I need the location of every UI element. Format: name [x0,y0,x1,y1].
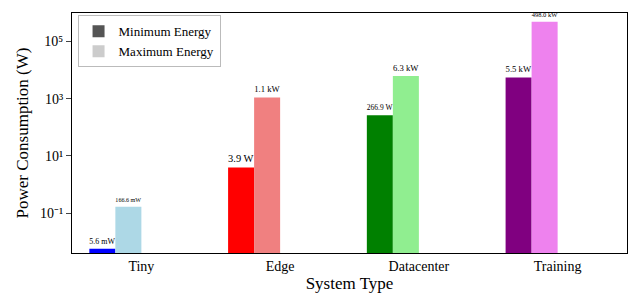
svg-text:10¹: 10¹ [45,149,63,164]
svg-text:3.9 W: 3.9 W [228,153,254,164]
svg-text:Edge: Edge [266,259,295,274]
svg-text:6.3 kW: 6.3 kW [393,63,419,73]
svg-text:Minimum Energy: Minimum Energy [119,24,212,39]
svg-text:498.0 kW: 498.0 kW [532,11,559,18]
svg-text:Maximum Energy: Maximum Energy [119,44,214,59]
svg-text:1.1 kW: 1.1 kW [254,84,280,94]
svg-text:10⁵: 10⁵ [44,34,63,49]
svg-text:Tiny: Tiny [128,259,154,274]
svg-text:266.9 W: 266.9 W [367,103,394,112]
svg-text:Power Consumption (W): Power Consumption (W) [13,48,32,219]
svg-text:5.6 mW: 5.6 mW [89,237,115,246]
svg-text:10⁻¹: 10⁻¹ [40,206,63,221]
svg-text:5.5 kW: 5.5 kW [506,64,532,74]
svg-text:10³: 10³ [45,92,63,107]
svg-text:System Type: System Type [306,274,394,293]
svg-text:Training: Training [534,259,582,274]
svg-text:Datacenter: Datacenter [389,259,450,274]
svg-text:166.6 mW: 166.6 mW [115,197,141,203]
